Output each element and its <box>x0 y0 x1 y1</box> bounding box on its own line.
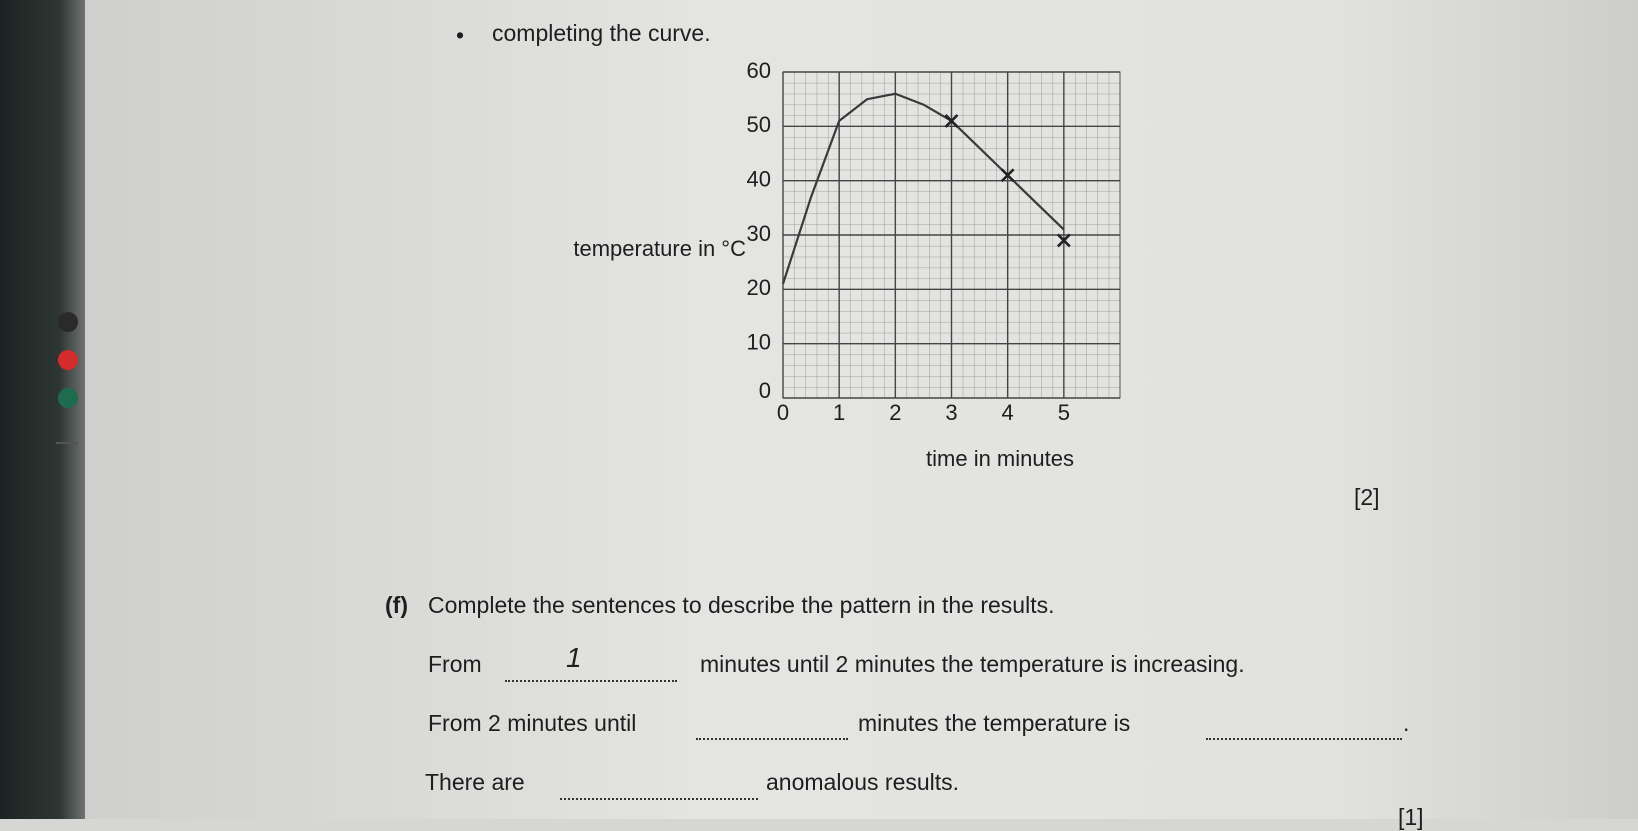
sentence-start: From <box>428 651 482 677</box>
answer-blank[interactable] <box>560 798 758 800</box>
color-black[interactable] <box>58 312 78 332</box>
curve <box>781 92 1065 285</box>
x-tick-label: 5 <box>1058 400 1070 425</box>
sentence-end: . <box>1403 710 1410 736</box>
color-red[interactable] <box>58 350 78 370</box>
question-label: (f) <box>385 592 408 618</box>
x-tick-label: 1 <box>833 400 845 425</box>
handwritten-answer: 1 <box>566 642 582 673</box>
bullet-text: completing the curve. <box>492 20 711 46</box>
mark: [1] <box>1398 804 1424 830</box>
y-tick-label: 10 <box>747 329 771 354</box>
y-tick-label: 30 <box>747 221 771 246</box>
x-tick-label: 0 <box>777 400 789 425</box>
x-tick-label: 2 <box>889 400 901 425</box>
sentence-end: anomalous results. <box>766 769 960 795</box>
sentence-start: There are <box>425 769 525 795</box>
cross-marker <box>944 113 959 128</box>
sentence-middle: minutes the temperature is <box>858 710 1131 736</box>
toolbar <box>0 0 85 819</box>
x-axis-label: time in minutes <box>926 446 1074 471</box>
answer-blank[interactable] <box>505 680 677 682</box>
y-tick-label: 20 <box>747 275 771 300</box>
answer-blank[interactable] <box>696 738 848 740</box>
cross-marker <box>1000 168 1015 183</box>
y-tick-label: 0 <box>759 378 771 403</box>
y-tick-label: 50 <box>747 112 771 137</box>
sentence-end: minutes until 2 minutes the temperature … <box>700 651 1245 677</box>
line-tool[interactable] <box>56 442 78 444</box>
y-axis-label: temperature in °C <box>573 236 746 261</box>
x-tick-label: 3 <box>945 400 957 425</box>
cross-marker <box>1056 233 1071 248</box>
y-tick-label: 40 <box>747 166 771 191</box>
question-text: Complete the sentences to describe the p… <box>428 592 1055 618</box>
sentence-start: From 2 minutes until <box>428 710 637 736</box>
answer-blank[interactable] <box>1206 738 1402 740</box>
x-tick-label: 4 <box>1002 400 1014 425</box>
y-tick-label: 60 <box>747 58 771 83</box>
mark: [2] <box>1354 484 1380 510</box>
color-green[interactable] <box>58 388 78 408</box>
